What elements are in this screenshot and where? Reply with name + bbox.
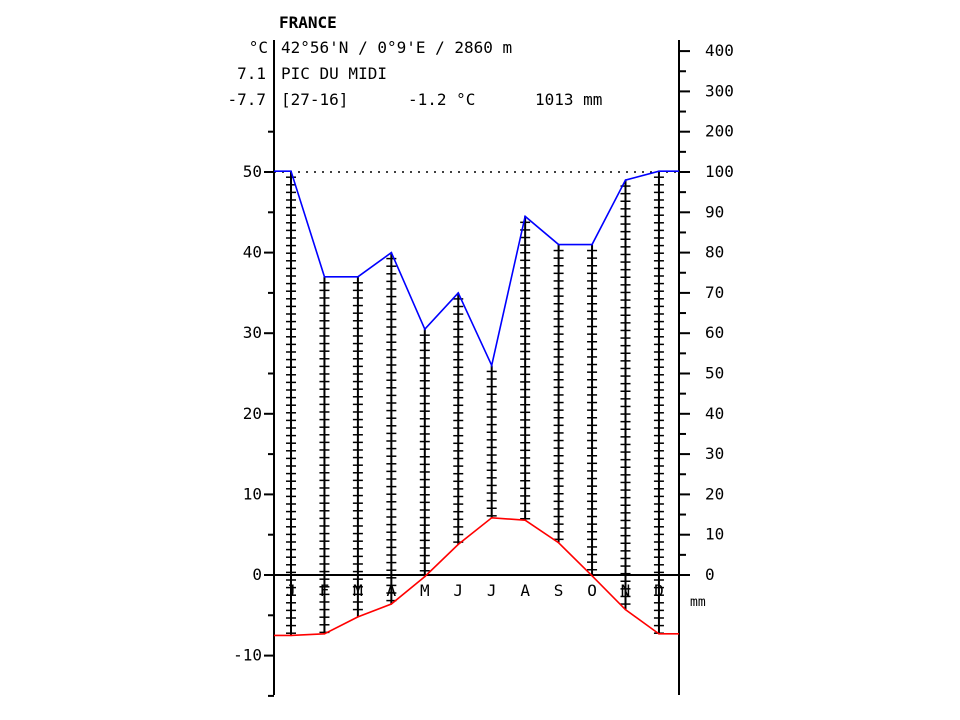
- left-axis-ticks: 50 40 30 20 10 0 -10: [233, 130, 274, 697]
- right-tick-label: 50: [705, 364, 724, 383]
- precipitation-point: [490, 364, 493, 367]
- month-label: A: [387, 581, 397, 600]
- precipitation-point: [390, 251, 393, 254]
- right-tick-label: 30: [705, 444, 724, 463]
- temperature-point: [490, 516, 493, 519]
- right-tick-label: 400: [705, 41, 734, 60]
- precipitation-point: [457, 292, 460, 294]
- max-temp-label: 7.1: [237, 64, 266, 83]
- precipitation-line: [274, 170, 679, 368]
- precipitation-point: [557, 243, 560, 246]
- coordinates: 42°56'N / 0°9'E / 2860 m: [281, 38, 512, 57]
- left-tick-label: 30: [243, 323, 262, 342]
- precipitation-point: [357, 275, 359, 278]
- series-lines: [274, 170, 679, 637]
- left-tick-label: -10: [233, 646, 262, 665]
- month-label: O: [587, 581, 597, 600]
- month-label: J: [286, 581, 296, 600]
- unit-label: °C: [249, 38, 268, 57]
- right-tick-label: 70: [705, 283, 724, 302]
- annual-precipitation: 1013 mm: [535, 90, 602, 109]
- right-tick-label: 40: [705, 404, 724, 423]
- precipitation-point: [658, 170, 660, 172]
- temperature-point: [290, 634, 292, 637]
- mean-temperature: -1.2 °C: [408, 90, 475, 109]
- temperature-point: [357, 616, 359, 618]
- left-tick-label: 0: [252, 565, 262, 584]
- precipitation-point: [323, 275, 326, 278]
- precipitation-point: [524, 215, 526, 218]
- period: [27-16]: [281, 90, 348, 109]
- temperature-point: [624, 608, 627, 611]
- month-label: J: [453, 581, 463, 600]
- temperature-point: [457, 543, 460, 546]
- chart-title: FRANCE: [279, 13, 337, 32]
- temperature-point: [557, 541, 560, 544]
- humid-hatch-layer: [286, 171, 664, 636]
- right-tick-label: 20: [705, 484, 724, 503]
- temperature-point: [323, 633, 326, 635]
- temperature-point: [658, 633, 660, 635]
- month-label: J: [487, 581, 497, 600]
- precipitation-point: [290, 170, 292, 172]
- temperature-point: [524, 519, 526, 521]
- left-tick-label: 40: [243, 243, 262, 262]
- right-tick-label: 0: [705, 565, 715, 584]
- station-name: PIC DU MIDI: [281, 64, 387, 83]
- right-tick-label: 10: [705, 525, 724, 544]
- left-tick-label: 10: [243, 484, 262, 503]
- right-tick-label: 200: [705, 122, 734, 141]
- month-label: D: [654, 581, 664, 600]
- left-tick-label: 50: [243, 162, 262, 181]
- left-tick-label: 20: [243, 404, 262, 423]
- temperature-point: [424, 575, 426, 578]
- temperature-line: [274, 516, 679, 637]
- precipitation-point: [424, 328, 426, 330]
- temperature-point: [390, 603, 393, 605]
- right-tick-label: 90: [705, 202, 724, 221]
- month-label: F: [320, 581, 330, 600]
- right-tick-label: 60: [705, 323, 724, 342]
- month-label: M: [353, 581, 363, 600]
- month-label: N: [621, 581, 631, 600]
- precip-unit-label: mm: [690, 595, 706, 610]
- right-tick-label: 300: [705, 81, 734, 100]
- precipitation-point: [624, 179, 627, 181]
- month-label: A: [520, 581, 530, 600]
- month-label: S: [554, 581, 564, 600]
- month-label: M: [420, 581, 430, 600]
- right-tick-label: 100: [705, 162, 734, 181]
- min-temp-label: -7.7: [227, 90, 266, 109]
- temperature-point: [591, 575, 593, 577]
- right-tick-label: 80: [705, 243, 724, 262]
- precipitation-point: [591, 243, 593, 246]
